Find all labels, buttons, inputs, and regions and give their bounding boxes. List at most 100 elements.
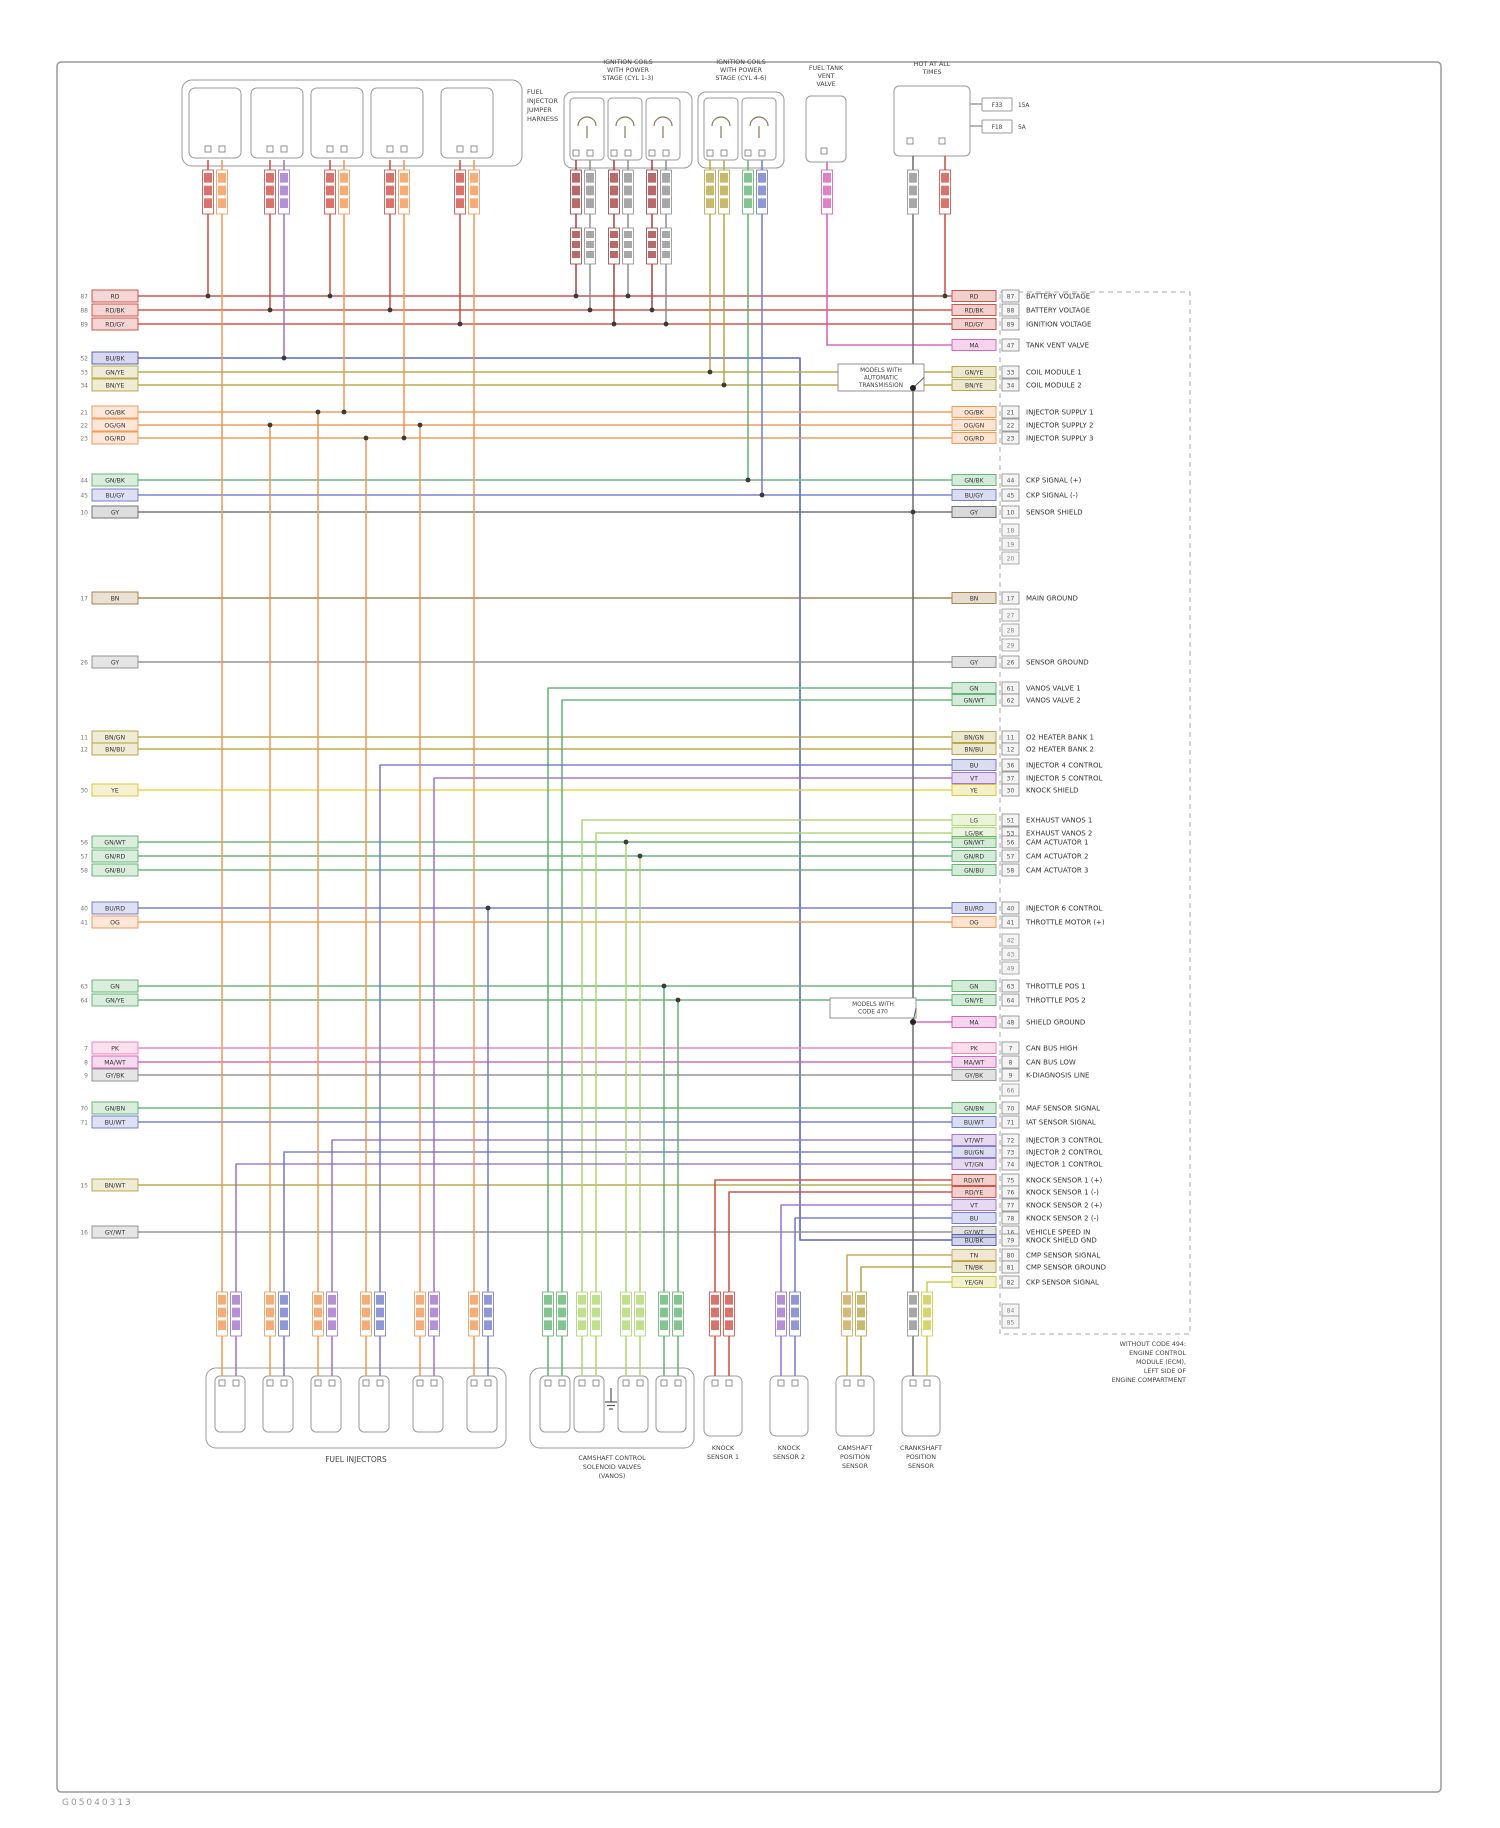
left-pin-number: 45	[80, 492, 88, 499]
knock-sensor-1-connector	[703, 1375, 743, 1437]
ecm-pin-number: 85	[1007, 1319, 1015, 1326]
ecm-pin-label: CAN BUS LOW	[1026, 1059, 1076, 1067]
wire-code-text: RD/BK	[105, 307, 125, 314]
junction-dot	[363, 435, 369, 441]
ecm-wire-code: BU/GN	[964, 1149, 984, 1156]
ecm-wire-code: GN/WT	[964, 697, 985, 704]
ecm-pin-label: KNOCK SENSOR 2 (-)	[1026, 1215, 1099, 1223]
wire-color-band	[386, 198, 394, 208]
wire	[561, 699, 952, 1376]
wire-color-band	[340, 173, 348, 183]
label-text: FUEL INJECTORS	[325, 1455, 387, 1464]
wire-color-band	[674, 1307, 682, 1318]
pin-square	[592, 1379, 600, 1387]
wire-color-band	[744, 185, 752, 196]
ecm-pin	[1001, 303, 1020, 317]
wire-color-band	[544, 1320, 552, 1330]
ecm-wire-code: GN/BU	[964, 867, 984, 874]
wire-color-band	[720, 173, 728, 183]
label-text: SENSOR	[842, 1463, 869, 1470]
ecm-pin-label: CAM ACTUATOR 2	[1026, 853, 1088, 861]
wire-color-band	[456, 198, 464, 208]
label-text: CAMSHAFT CONTROL	[578, 1455, 646, 1462]
callout-text: MODELS WITH	[860, 368, 902, 374]
ecm-pin	[1001, 1055, 1020, 1069]
wire-color-band	[400, 173, 408, 183]
coil-connector	[569, 97, 605, 161]
ecm-pin-label: INJECTOR SUPPLY 1	[1026, 409, 1093, 417]
wire-color-band	[266, 1295, 274, 1305]
wire-color-band	[218, 1320, 226, 1330]
wire-color-band	[430, 1320, 438, 1330]
ecm-wire-code: BN	[970, 595, 979, 602]
ecm-pin-number: 63	[1007, 983, 1015, 990]
ecm-pin-number: 37	[1007, 775, 1015, 782]
label-text: VALVE	[816, 81, 835, 88]
wire-color-band	[280, 198, 288, 208]
junction-dot	[573, 293, 579, 299]
left-pin-number: 71	[80, 1119, 88, 1126]
ecm-pin	[1001, 1233, 1020, 1247]
wire-color-band	[572, 251, 580, 258]
label-text: FUEL	[527, 88, 544, 96]
ecm-pin-label: THROTTLE POS 2	[1025, 997, 1086, 1005]
wire	[235, 1163, 952, 1376]
wire-color-band	[610, 231, 618, 238]
solenoid-group	[529, 1367, 695, 1449]
wire-color-band	[470, 173, 478, 183]
left-pin-number: 22	[80, 422, 88, 429]
wire-color-band	[622, 1307, 630, 1318]
ecm-wire-code: GN/YE	[965, 369, 984, 376]
wire-color-band	[909, 173, 917, 183]
ecm-pin-label: CAM ACTUATOR 3	[1026, 867, 1088, 875]
pin-square	[662, 149, 670, 157]
ecm-pin-label: CMP SENSOR SIGNAL	[1026, 1252, 1100, 1260]
ecm-pin-label: TANK VENT VALVE	[1025, 342, 1089, 350]
ecm-wire-label	[951, 1116, 997, 1128]
pin-square	[791, 1379, 799, 1387]
coil-connector	[741, 97, 777, 161]
left-pin-number: 21	[80, 409, 88, 416]
ecm-pin-number: 47	[1007, 342, 1015, 349]
wire-color-band	[648, 231, 656, 238]
ecm-wire-code: GN/BN	[964, 1105, 984, 1112]
ecm-pin	[1001, 505, 1020, 519]
ecm-wire-code: GY	[970, 509, 978, 516]
wire-color-band	[706, 173, 714, 183]
ecm-pin-number: 19	[1007, 541, 1015, 548]
ecm-pin-number: 21	[1007, 409, 1015, 416]
wire-color-band	[484, 1320, 492, 1330]
pin-square	[610, 149, 618, 157]
ecm-pin-label: MAIN GROUND	[1026, 595, 1078, 603]
wire-color-band	[923, 1307, 931, 1318]
wire-color-band	[636, 1295, 644, 1305]
wire-color-band	[544, 1307, 552, 1318]
wire	[826, 162, 952, 346]
pin-square	[674, 1379, 682, 1387]
ecm-wire-code: GY/WT	[964, 1229, 984, 1236]
left-pin-number: 64	[80, 997, 88, 1004]
ecm-pin-label: INJECTOR 1 CONTROL	[1026, 1161, 1103, 1169]
ecm-pin-number: 80	[1007, 1252, 1015, 1259]
ecm-pin-label: INJECTOR 5 CONTROL	[1026, 775, 1103, 783]
wire-code-text: GN/YE	[105, 369, 124, 376]
coil-group-2	[697, 91, 785, 169]
ecm-wire-label	[951, 836, 997, 848]
ecm-pin-number: 48	[1007, 1019, 1015, 1026]
junction-dot	[745, 477, 751, 483]
callout-text: TRANSMISSION	[858, 383, 903, 389]
ecm-wire-label	[951, 1212, 997, 1224]
ecm-pin	[1001, 551, 1020, 565]
wire-color-band	[909, 185, 917, 196]
pin-square	[430, 1379, 438, 1387]
ecm-pin	[1001, 1068, 1020, 1082]
wire	[595, 832, 952, 1376]
ecm-pin-number: 34	[1007, 382, 1015, 389]
wire-color-band	[648, 251, 656, 258]
wire-color-band	[558, 1320, 566, 1330]
wire-color-band	[204, 173, 212, 183]
ecm-pin-label: INJECTOR 4 CONTROL	[1026, 762, 1103, 770]
ecm-pin-number: 8	[1009, 1059, 1013, 1066]
wire-label	[91, 317, 139, 331]
ecm-wire-label	[951, 759, 997, 771]
